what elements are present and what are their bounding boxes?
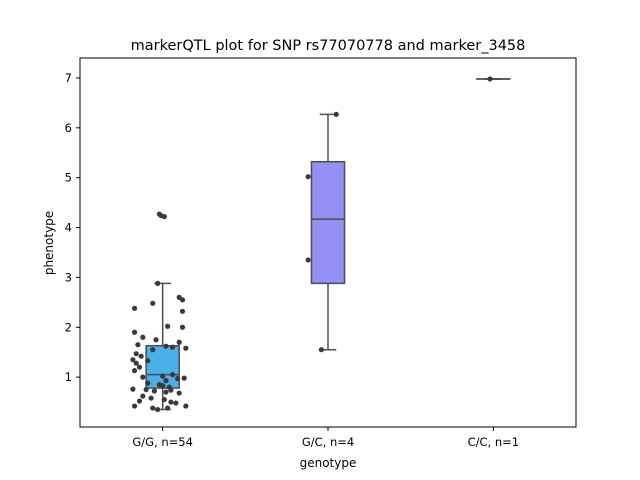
y-tick-label: 3 — [65, 270, 72, 284]
data-point — [179, 308, 186, 314]
data-point — [176, 390, 182, 396]
data-point — [174, 376, 181, 382]
data-point — [136, 364, 143, 370]
data-point — [163, 343, 169, 349]
data-point — [133, 360, 139, 366]
x-tick-label: C/C, n=1 — [468, 435, 520, 449]
y-tick-label: 6 — [65, 121, 72, 135]
y-tick-label: 2 — [65, 320, 72, 334]
box-group — [476, 76, 511, 82]
data-point — [169, 344, 176, 350]
data-point — [163, 378, 169, 384]
data-point — [163, 389, 169, 395]
data-point — [168, 399, 174, 405]
x-tick-label: G/G, n=54 — [132, 435, 193, 449]
data-point — [131, 305, 138, 311]
data-point — [158, 212, 164, 219]
data-point — [183, 403, 189, 409]
data-point — [165, 323, 171, 329]
data-point — [333, 111, 339, 117]
box-group — [130, 211, 189, 413]
data-point — [130, 357, 136, 363]
data-point — [169, 372, 176, 378]
data-point — [183, 345, 189, 351]
y-tick-label: 7 — [65, 71, 72, 85]
data-point — [140, 334, 146, 340]
iqr-box — [310, 160, 346, 285]
data-point — [130, 386, 136, 392]
data-point — [131, 403, 138, 409]
data-point — [131, 329, 138, 335]
data-point — [155, 280, 161, 286]
data-point — [176, 339, 182, 345]
iqr-box — [145, 344, 180, 389]
data-point — [150, 300, 156, 306]
data-point — [318, 347, 324, 353]
data-point — [153, 337, 159, 343]
data-point — [487, 76, 493, 82]
y-tick-label: 4 — [65, 221, 72, 235]
data-point — [161, 396, 167, 403]
data-point — [150, 405, 156, 411]
data-point — [179, 324, 186, 330]
data-point — [160, 383, 166, 389]
data-point — [151, 388, 157, 394]
data-point — [143, 387, 149, 393]
x-tick-label: G/C, n=4 — [302, 435, 354, 449]
data-point — [168, 387, 174, 393]
data-point — [155, 406, 161, 413]
data-point — [136, 398, 143, 404]
plot-marks — [130, 76, 511, 413]
box-group — [305, 111, 346, 353]
data-point — [135, 342, 141, 348]
y-tick-label: 1 — [65, 370, 72, 384]
data-point — [145, 380, 151, 386]
data-point — [138, 353, 144, 359]
data-point — [165, 405, 171, 411]
x-axis-label: genotype — [300, 456, 357, 470]
data-point — [140, 374, 146, 380]
data-point — [145, 358, 151, 364]
data-point — [305, 174, 311, 180]
data-point — [133, 351, 139, 357]
data-point — [150, 347, 156, 353]
data-point — [131, 368, 138, 374]
y-axis-label: phenotype — [42, 211, 56, 275]
data-point — [181, 375, 187, 381]
x-axis: G/G, n=54 G/C, n=4 C/C, n=1 — [132, 427, 519, 449]
data-point — [179, 297, 186, 303]
chart-title: markerQTL plot for SNP rs77070778 and ma… — [131, 38, 526, 54]
y-axis: 1 2 3 4 5 6 7 — [65, 71, 80, 384]
y-tick-label: 5 — [65, 171, 72, 185]
data-point — [173, 400, 179, 406]
data-point — [160, 373, 166, 379]
data-point — [148, 395, 154, 401]
data-point — [140, 393, 146, 399]
data-point — [305, 257, 311, 263]
